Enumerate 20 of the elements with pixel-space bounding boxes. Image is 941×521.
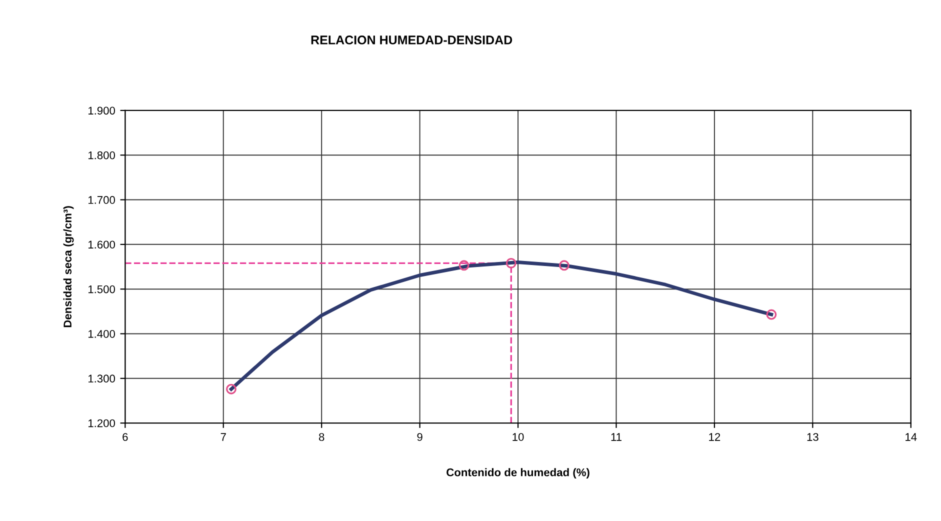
x-tick-label: 13 [807, 433, 818, 441]
x-tick-label: 12 [709, 433, 720, 441]
y-tick-label: 1.200 [88, 419, 115, 428]
x-tick-label: 11 [611, 433, 622, 441]
x-tick-label: 10 [512, 433, 524, 441]
y-tick-label: 1.500 [88, 285, 115, 294]
x-tick-label: 9 [417, 433, 422, 441]
y-tick-label: 1.400 [88, 330, 115, 338]
x-tick-label: 6 [122, 433, 128, 441]
x-tick-label: 14 [906, 433, 917, 441]
x-axis-title: Contenido de humedad (%) [446, 468, 590, 478]
x-tick-label: 7 [220, 433, 226, 441]
y-tick-label: 1.600 [88, 240, 115, 249]
y-tick-label: 1.700 [88, 196, 115, 204]
y-tick-label: 1.300 [88, 374, 115, 383]
y-tick-label: 1.800 [88, 151, 115, 160]
y-axis-title: Densidad seca (gr/cm³) [63, 206, 74, 328]
y-tick-label: 1.900 [88, 106, 115, 115]
x-tick-label: 8 [318, 433, 324, 441]
chart-title: RELACION HUMEDAD-DENSIDAD [311, 36, 512, 44]
